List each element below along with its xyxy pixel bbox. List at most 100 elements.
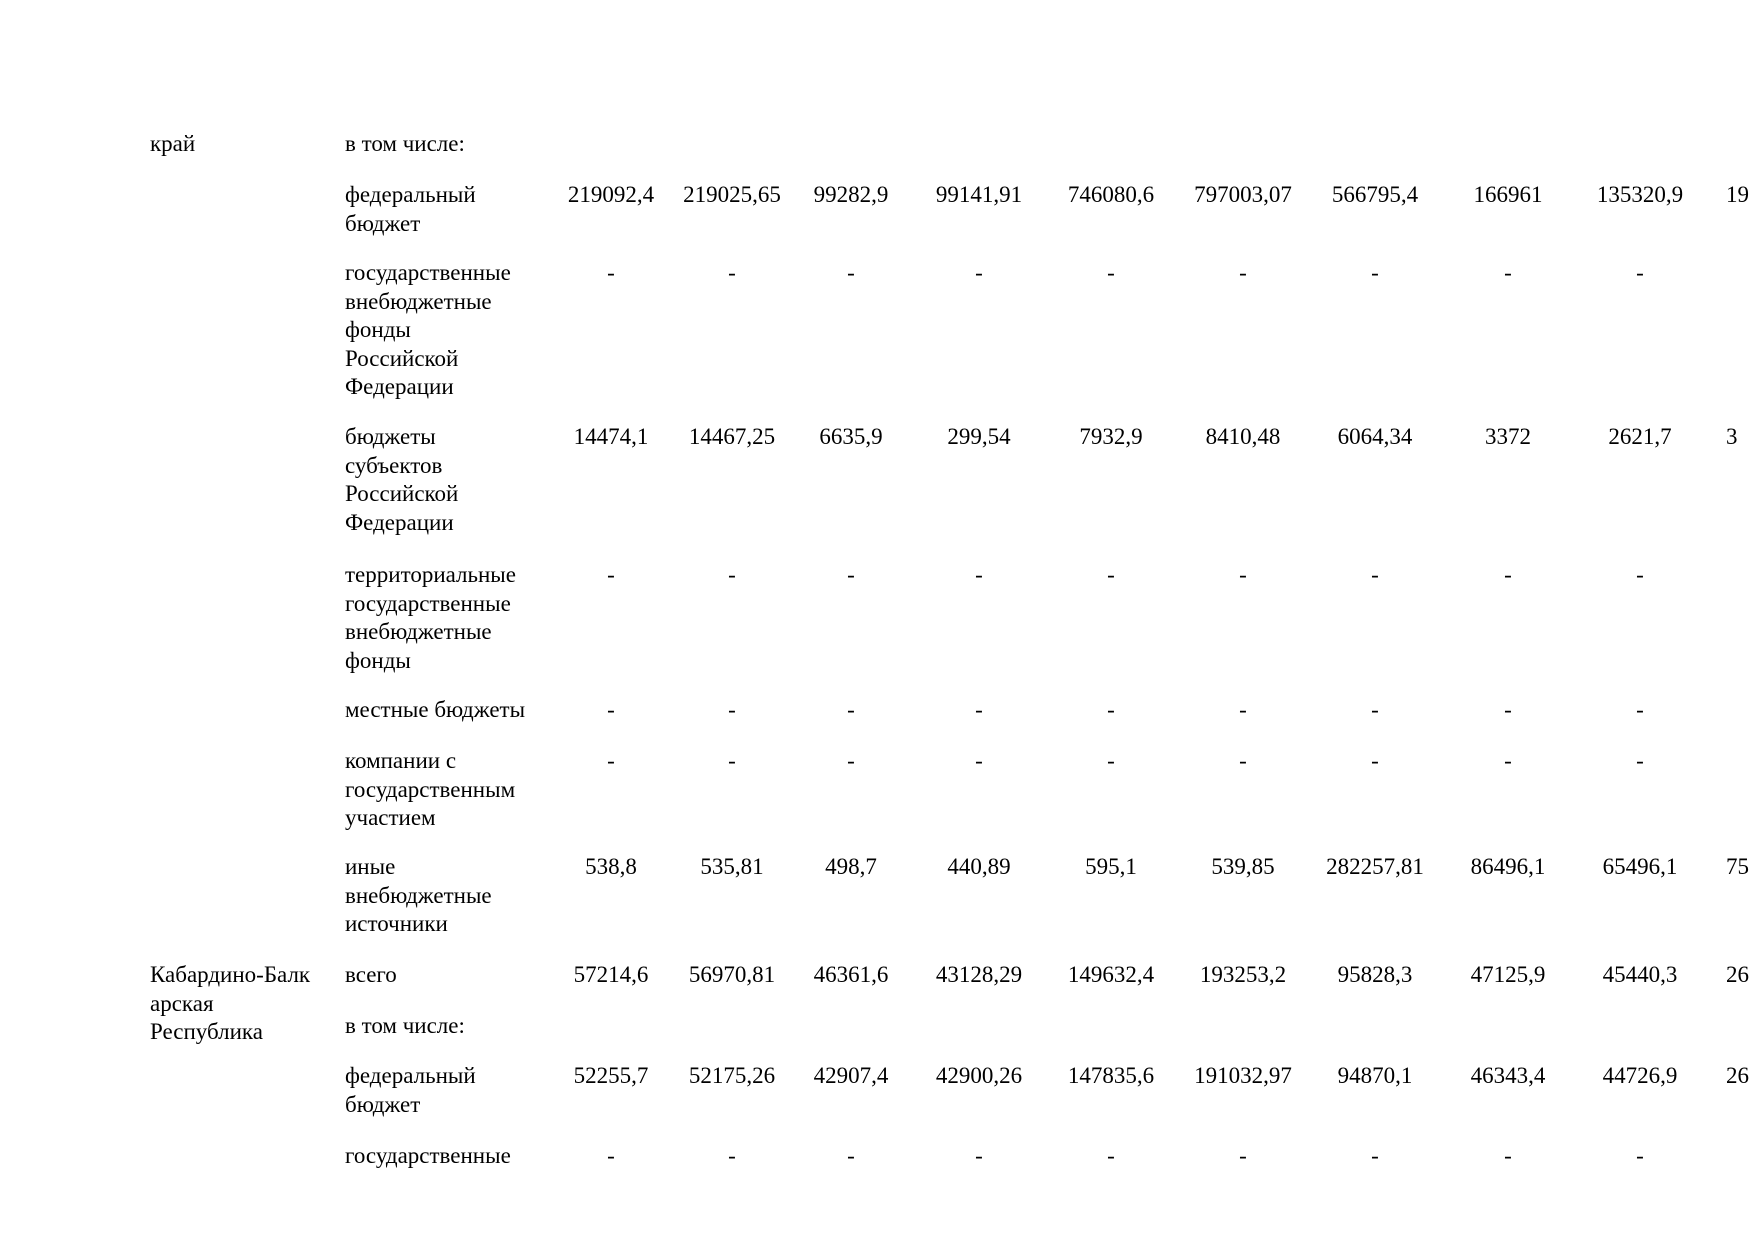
table-cell-value: - <box>1504 562 1512 587</box>
table-cell-value: 166961 <box>1473 182 1543 207</box>
table-cell-value: - <box>607 697 615 722</box>
table-cell-value: 43128,29 <box>935 962 1023 987</box>
table-cell-value: - <box>728 260 736 285</box>
table-cell-value-truncated: 75 <box>1726 854 1749 879</box>
table-cell-value: 56970,81 <box>688 962 776 987</box>
table-cell-value: - <box>1504 748 1512 773</box>
table-cell-value: - <box>607 260 615 285</box>
table-cell-value: 42900,26 <box>935 1063 1023 1088</box>
table-cell-value: - <box>1239 562 1247 587</box>
row-label: всего <box>345 962 397 987</box>
table-cell-value: 86496,1 <box>1470 854 1546 879</box>
table-cell-value: - <box>975 562 983 587</box>
table-cell-value: - <box>1504 697 1512 722</box>
table-cell-value: 147835,6 <box>1067 1063 1155 1088</box>
table-cell-value: - <box>1107 748 1115 773</box>
table-cell-value: 566795,4 <box>1331 182 1419 207</box>
table-cell-value: 8410,48 <box>1205 424 1281 449</box>
table-cell-value: 191032,97 <box>1194 1063 1292 1088</box>
table-cell-value: - <box>1239 697 1247 722</box>
row-label: местные бюджеты <box>345 697 526 722</box>
table-cell-value: - <box>1636 1143 1644 1168</box>
table-cell-value: 6064,34 <box>1337 424 1413 449</box>
table-cell-value: 65496,1 <box>1602 854 1678 879</box>
table-cell-value: 52255,7 <box>573 1063 649 1088</box>
row-label: в том числе: <box>345 1013 465 1038</box>
table-cell-value: - <box>1239 1143 1247 1168</box>
table-cell-value: 498,7 <box>825 854 877 879</box>
row-label: в том числе: <box>345 131 465 156</box>
table-cell-value: 440,89 <box>947 854 1011 879</box>
row-label: федеральный бюджет <box>345 1063 476 1117</box>
table-cell-value: 149632,4 <box>1067 962 1155 987</box>
table-cell-value: - <box>1636 562 1644 587</box>
table-cell-value: - <box>1371 748 1379 773</box>
table-cell-value: - <box>975 697 983 722</box>
table-cell-value: - <box>1504 1143 1512 1168</box>
table-cell-value: 99282,9 <box>813 182 889 207</box>
table-cell-value: 99141,91 <box>935 182 1023 207</box>
table-cell-value: 219025,65 <box>683 182 781 207</box>
row-label: бюджеты субъектов Российской Федерации <box>345 424 459 535</box>
table-cell-value: 46343,4 <box>1470 1063 1546 1088</box>
region-name: край <box>150 131 196 156</box>
row-label: государственные <box>345 1143 511 1168</box>
table-cell-value: - <box>975 260 983 285</box>
table-cell-value: - <box>1636 260 1644 285</box>
table-cell-value: 57214,6 <box>573 962 649 987</box>
table-cell-value: 94870,1 <box>1337 1063 1413 1088</box>
table-cell-value: - <box>607 562 615 587</box>
table-cell-value: - <box>847 697 855 722</box>
table-cell-value: 746080,6 <box>1067 182 1155 207</box>
table-cell-value: - <box>1636 697 1644 722</box>
table-cell-value-truncated: 26 <box>1726 1063 1749 1088</box>
table-cell-value: - <box>1371 260 1379 285</box>
table-cell-value: - <box>1504 260 1512 285</box>
table-cell-value: - <box>847 562 855 587</box>
table-cell-value: 535,81 <box>700 854 764 879</box>
table-cell-value: - <box>847 1143 855 1168</box>
table-cell-value: - <box>728 697 736 722</box>
table-cell-value: - <box>728 748 736 773</box>
table-cell-value: - <box>975 1143 983 1168</box>
table-cell-value: 52175,26 <box>688 1063 776 1088</box>
row-label: территориальные государственные внебюдже… <box>345 562 516 673</box>
table-cell-value: 45440,3 <box>1602 962 1678 987</box>
row-label: компании с государственным участием <box>345 748 516 830</box>
table-cell-value: 46361,6 <box>813 962 889 987</box>
table-cell-value: 42907,4 <box>813 1063 889 1088</box>
table-cell-value: - <box>728 562 736 587</box>
table-cell-value: 2621,7 <box>1608 424 1672 449</box>
region-name: Кабардино-Балк арская Республика <box>150 962 311 1044</box>
table-cell-value: 7932,9 <box>1079 424 1143 449</box>
table-cell-value: - <box>1107 260 1115 285</box>
table-cell-value: - <box>847 260 855 285</box>
table-cell-value: - <box>1107 562 1115 587</box>
table-cell-value: 6635,9 <box>819 424 883 449</box>
table-cell-value: - <box>607 1143 615 1168</box>
row-label: государственные внебюджетные фонды Росси… <box>345 260 511 399</box>
table-cell-value-truncated: 26 <box>1726 962 1749 987</box>
table-cell-value-truncated: 19 <box>1726 182 1749 207</box>
table-cell-value: - <box>607 748 615 773</box>
table-cell-value: - <box>1371 562 1379 587</box>
row-label: федеральный бюджет <box>345 182 476 236</box>
table-cell-value: - <box>975 748 983 773</box>
table-cell-value: 282257,81 <box>1326 854 1424 879</box>
table-cell-value: 595,1 <box>1085 854 1137 879</box>
table-cell-value: - <box>728 1143 736 1168</box>
table-cell-value: - <box>1107 697 1115 722</box>
row-label: иные внебюджетные источники <box>345 854 492 936</box>
table-cell-value: 14474,1 <box>573 424 649 449</box>
table-cell-value: - <box>1107 1143 1115 1168</box>
table-cell-value: - <box>847 748 855 773</box>
table-cell-value: 797003,07 <box>1194 182 1292 207</box>
table-cell-value: 14467,25 <box>688 424 776 449</box>
table-cell-value: - <box>1371 1143 1379 1168</box>
table-cell-value: 539,85 <box>1211 854 1275 879</box>
table-cell-value: 219092,4 <box>567 182 655 207</box>
table-cell-value: - <box>1371 697 1379 722</box>
table-cell-value-truncated: 3 <box>1726 424 1738 449</box>
table-cell-value: 135320,9 <box>1596 182 1684 207</box>
table-cell-value: 299,54 <box>947 424 1011 449</box>
